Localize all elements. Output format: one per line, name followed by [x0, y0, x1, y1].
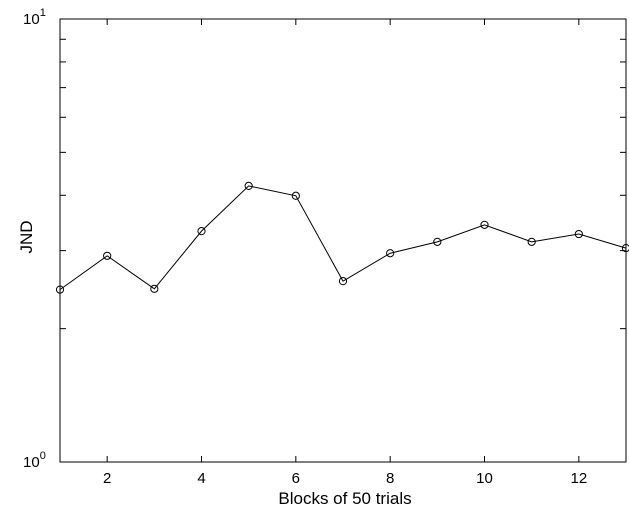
data-markers: [55, 181, 629, 294]
x-tick-label: 4: [197, 470, 205, 487]
data-point-marker: [103, 251, 112, 260]
data-point-marker: [338, 277, 348, 286]
x-tick-label: 12: [570, 470, 587, 487]
x-tick-label: 10: [476, 470, 493, 487]
y-tick-label: 100: [23, 450, 46, 471]
plot-frame: [59, 18, 627, 463]
data-point-marker: [480, 220, 489, 229]
data-point-marker: [574, 229, 583, 239]
tick-labels: 2 4 6 8 10 12 100 101: [23, 7, 587, 487]
y-minor-ticks: [60, 38, 626, 330]
data-point-marker: [527, 237, 536, 246]
data-point-marker: [291, 191, 300, 200]
series-line: [59, 185, 627, 291]
x-tick-label: 6: [292, 470, 300, 487]
x-tick-label: 8: [386, 470, 394, 487]
data-point-marker: [197, 227, 206, 236]
data-point-marker: [244, 181, 253, 191]
y-tick-label: 101: [23, 7, 46, 28]
y-axis-label: JND: [17, 220, 36, 253]
x-tick-label: 2: [103, 470, 111, 487]
data-point-marker: [386, 249, 395, 258]
data-point-marker: [433, 237, 442, 246]
x-ticks: [106, 19, 580, 462]
data-point-marker: [150, 284, 159, 293]
x-axis-label: Blocks of 50 trials: [278, 489, 411, 508]
